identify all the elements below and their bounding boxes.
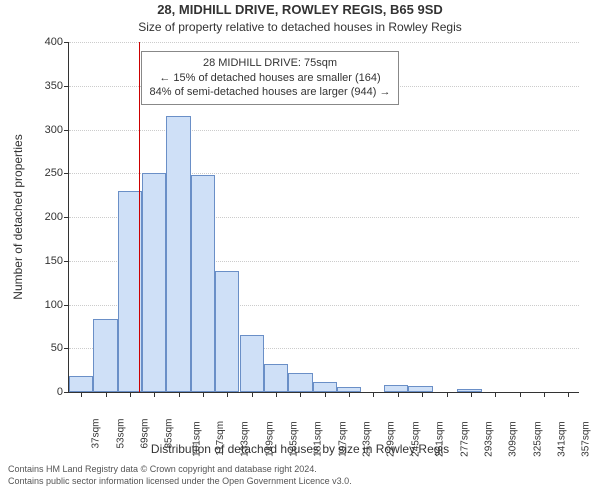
annotation-box: 28 MIDHILL DRIVE: 75sqm← 15% of detached… xyxy=(141,51,400,106)
x-tick-mark xyxy=(373,392,374,397)
y-tick-label: 300 xyxy=(45,124,69,136)
annotation-line: 84% of semi-detached houses are larger (… xyxy=(150,85,391,100)
grid-line xyxy=(69,130,579,131)
y-tick-label: 0 xyxy=(57,386,69,398)
x-tick-mark xyxy=(130,392,131,397)
x-tick-mark xyxy=(252,392,253,397)
footer-line: Contains HM Land Registry data © Crown c… xyxy=(8,464,592,476)
x-tick-mark xyxy=(447,392,448,397)
histogram-bar xyxy=(142,173,166,392)
histogram-bar xyxy=(288,373,312,392)
y-tick-label: 50 xyxy=(51,342,69,354)
histogram-bar xyxy=(69,376,93,392)
x-tick-mark xyxy=(276,392,277,397)
histogram-bar xyxy=(191,175,215,392)
histogram-bar xyxy=(264,364,288,392)
annotation-line: ← 15% of detached houses are smaller (16… xyxy=(150,71,391,86)
y-tick-label: 400 xyxy=(45,36,69,48)
histogram-bar xyxy=(313,382,337,393)
histogram-bar xyxy=(166,116,190,392)
x-tick-mark xyxy=(471,392,472,397)
x-tick-mark xyxy=(568,392,569,397)
histogram-bar xyxy=(215,271,239,392)
y-tick-label: 100 xyxy=(45,299,69,311)
y-tick-label: 250 xyxy=(45,167,69,179)
histogram-bar xyxy=(408,386,432,392)
x-tick-mark xyxy=(520,392,521,397)
x-tick-mark xyxy=(154,392,155,397)
histogram-plot: 05010015020025030035040037sqm53sqm69sqm8… xyxy=(68,42,579,393)
x-tick-mark xyxy=(227,392,228,397)
histogram-bar xyxy=(240,335,264,392)
y-tick-label: 350 xyxy=(45,80,69,92)
x-tick-mark xyxy=(179,392,180,397)
x-axis-label: Distribution of detached houses by size … xyxy=(0,442,600,456)
histogram-bar xyxy=(457,389,481,393)
x-tick-mark xyxy=(106,392,107,397)
x-tick-mark xyxy=(325,392,326,397)
x-tick-mark xyxy=(544,392,545,397)
x-tick-mark xyxy=(422,392,423,397)
x-tick-mark xyxy=(203,392,204,397)
y-axis-label: Number of detached properties xyxy=(11,134,25,299)
annotation-line: 28 MIDHILL DRIVE: 75sqm xyxy=(150,56,391,71)
y-tick-label: 200 xyxy=(45,211,69,223)
y-tick-label: 150 xyxy=(45,255,69,267)
footer-line: Contains public sector information licen… xyxy=(8,476,592,488)
x-tick-mark xyxy=(349,392,350,397)
page-title: 28, MIDHILL DRIVE, ROWLEY REGIS, B65 9SD xyxy=(0,2,600,17)
x-tick-mark xyxy=(81,392,82,397)
x-tick-mark xyxy=(398,392,399,397)
x-tick-mark xyxy=(495,392,496,397)
footer-attribution: Contains HM Land Registry data © Crown c… xyxy=(8,464,592,487)
histogram-bar xyxy=(384,385,408,392)
histogram-bar xyxy=(93,319,117,392)
page-subtitle: Size of property relative to detached ho… xyxy=(0,20,600,34)
x-tick-mark xyxy=(300,392,301,397)
grid-line xyxy=(69,42,579,43)
